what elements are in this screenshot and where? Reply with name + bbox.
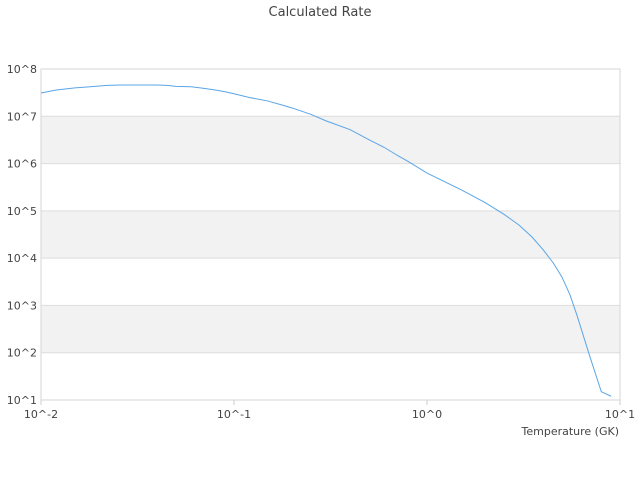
x-tick-label: 10^1 bbox=[605, 408, 635, 421]
y-tick-label: 10^6 bbox=[7, 158, 37, 171]
plot-band bbox=[41, 69, 620, 117]
x-tick-label: 10^-2 bbox=[24, 408, 58, 421]
y-tick-label: 10^8 bbox=[7, 63, 37, 76]
plot-area bbox=[40, 68, 621, 401]
chart-title: Calculated Rate bbox=[269, 5, 372, 20]
y-tick-label: 10^1 bbox=[7, 394, 37, 407]
y-tick-label: 10^5 bbox=[7, 205, 37, 218]
y-tick-label: 10^2 bbox=[7, 347, 37, 360]
x-axis-label: Temperature (GK) bbox=[521, 425, 620, 438]
x-axis-ticks: 10^-2 10^-1 10^0 10^1 bbox=[24, 400, 635, 421]
y-tick-label: 10^7 bbox=[7, 110, 37, 123]
plot-band bbox=[41, 210, 620, 259]
y-axis-ticks: 10^1 10^2 10^3 10^4 10^5 10^6 10^7 10^8 bbox=[7, 63, 37, 407]
plot-band bbox=[41, 258, 620, 306]
plot-band bbox=[41, 305, 620, 353]
series-line bbox=[40, 84, 612, 397]
gridlines bbox=[41, 68, 620, 401]
y-tick-label: 10^3 bbox=[7, 299, 37, 312]
x-tick-label: 10^0 bbox=[412, 408, 442, 421]
plot-bands bbox=[41, 69, 620, 400]
plot-band bbox=[41, 352, 620, 400]
plot-band bbox=[41, 116, 620, 164]
x-tick-label: 10^-1 bbox=[217, 408, 251, 421]
plot-band bbox=[41, 163, 620, 211]
y-tick-label: 10^4 bbox=[7, 252, 37, 265]
